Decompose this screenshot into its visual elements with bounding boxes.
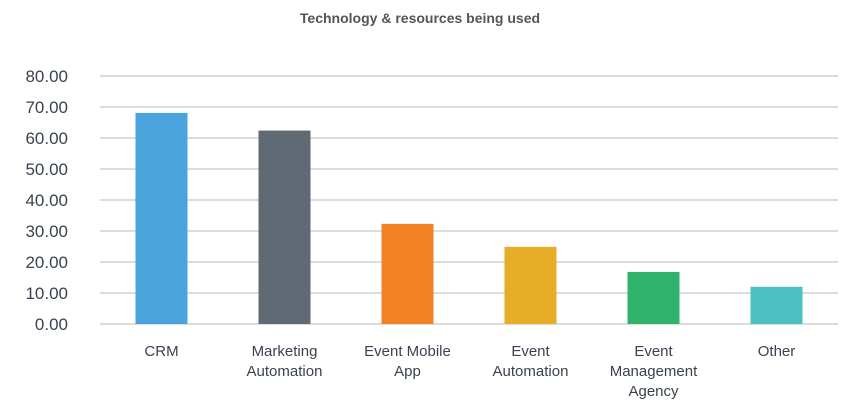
y-tick-label: 70.00	[25, 98, 68, 117]
x-tick-label: Event Mobile	[364, 343, 451, 360]
x-tick-label: Event	[511, 343, 550, 360]
y-tick-label: 60.00	[25, 129, 68, 148]
x-axis-labels: CRM Marketing Automation Event Mobile App Eve…	[144, 343, 795, 400]
bar	[750, 286, 803, 324]
x-tick-label: Management	[610, 363, 698, 380]
y-axis-ticks: 0.00 10.00 20.00 30.00 40.00 50.00 60.00 70.00 8…	[25, 67, 68, 334]
bar	[258, 130, 311, 324]
x-tick-label: Automation	[247, 363, 323, 380]
y-tick-label: 0.00	[35, 315, 68, 334]
bar	[381, 223, 434, 324]
y-tick-label: 40.00	[25, 191, 68, 210]
chart-title: Technology & resources being used	[300, 10, 540, 26]
y-tick-label: 20.00	[25, 253, 68, 272]
bar	[504, 246, 557, 324]
y-tick-label: 30.00	[25, 222, 68, 241]
y-tick-label: 50.00	[25, 160, 68, 179]
x-tick-label: Marketing	[252, 343, 318, 360]
y-tick-label: 10.00	[25, 284, 68, 303]
bar	[627, 271, 680, 324]
x-tick-label: Other	[758, 343, 796, 360]
x-tick-label: Event	[634, 343, 673, 360]
gridlines	[100, 75, 838, 325]
x-tick-label: Agency	[628, 383, 679, 400]
bar	[135, 112, 188, 324]
y-tick-label: 80.00	[25, 67, 68, 86]
x-tick-label: Automation	[493, 363, 569, 380]
x-tick-label: App	[394, 363, 421, 380]
bars	[135, 112, 803, 324]
x-tick-label: CRM	[144, 343, 178, 360]
